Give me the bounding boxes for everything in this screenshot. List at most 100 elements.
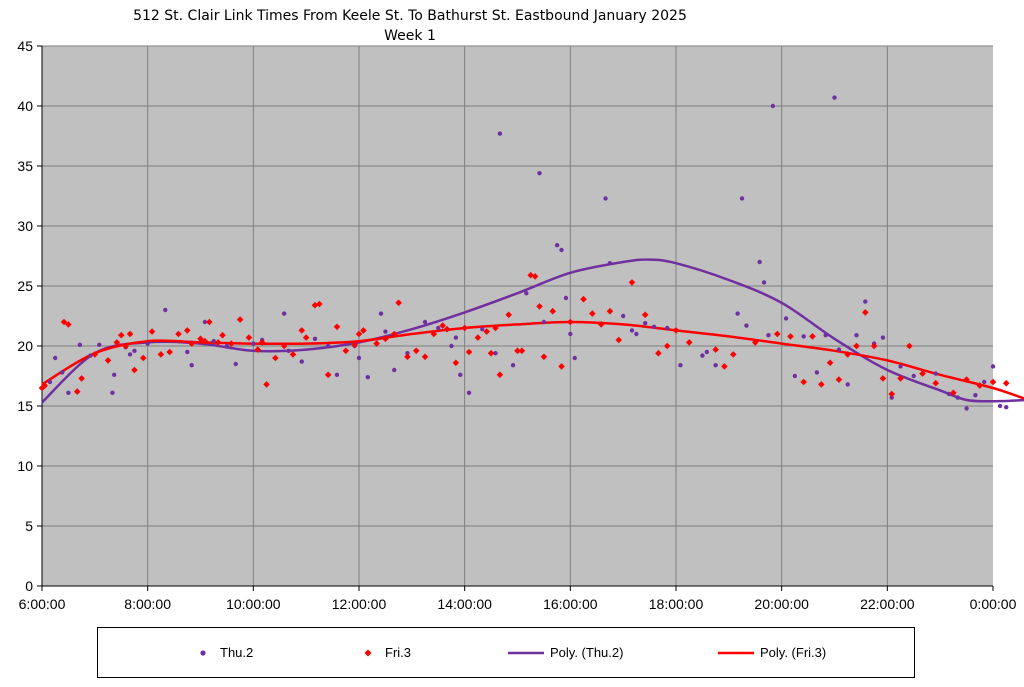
data-point-fri [228, 340, 235, 347]
data-point-fri [254, 346, 262, 353]
x-tick-label: 8:00:00 [124, 596, 171, 612]
data-point-thu [845, 382, 850, 387]
data-point-fri [298, 327, 306, 334]
legend-line-purple-icon [508, 651, 544, 654]
data-point-fri [258, 339, 266, 346]
data-point-thu [47, 379, 53, 385]
data-point-thu [112, 372, 117, 377]
data-point-thu [185, 349, 190, 355]
data-point-thu [537, 171, 542, 176]
chart-legend: Thu.2 Fri.3 Poly. (Thu.2) Poly. (Fri.3) [97, 627, 915, 678]
data-point-thu [572, 355, 577, 361]
data-point-fri [826, 359, 834, 367]
data-point-thu [997, 403, 1003, 409]
data-point-fri [373, 340, 380, 347]
data-point-fri [201, 337, 209, 345]
data-point-thu [757, 259, 762, 265]
data-point-fri [302, 334, 310, 341]
y-tick-label: 0 [25, 578, 33, 594]
data-point-thu [458, 372, 463, 377]
data-point-thu [480, 327, 485, 332]
data-point-thu [436, 325, 441, 331]
data-point-thu [202, 319, 208, 325]
x-tick-label: 20:00:00 [754, 596, 809, 612]
data-point-thu [325, 343, 331, 349]
data-point-thu [761, 280, 767, 285]
data-point-fri [60, 318, 68, 326]
data-point-fri [989, 378, 997, 386]
data-point-fri [311, 301, 319, 309]
data-point-fri [879, 375, 887, 382]
data-point-thu [163, 307, 168, 313]
data-point-thu [524, 291, 529, 296]
data-point-thu [814, 370, 820, 375]
data-point-fri [862, 309, 869, 316]
data-point-fri [395, 299, 402, 307]
data-point-thu [911, 373, 916, 379]
data-point-thu [898, 364, 903, 369]
x-tick-label: 22:00:00 [860, 596, 915, 612]
data-point-fri [219, 331, 226, 339]
data-point-fri [139, 354, 147, 362]
data-point-thu [766, 333, 771, 338]
data-point-thu [664, 325, 670, 331]
data-point-thu [801, 334, 806, 339]
data-point-fri [492, 324, 499, 332]
data-point-fri [333, 323, 341, 331]
data-point-thu [53, 355, 58, 361]
data-point-thu [211, 339, 216, 344]
data-point-thu [880, 335, 886, 340]
data-point-thu [449, 343, 454, 349]
data-point-thu [863, 299, 868, 304]
data-point-thu [66, 390, 71, 395]
data-point-fri [712, 346, 719, 353]
data-point-fri [280, 342, 288, 350]
data-point-fri [976, 382, 984, 389]
data-point-fri [175, 330, 182, 338]
legend-label-fri: Fri.3 [385, 645, 411, 660]
data-point-thu [466, 390, 472, 395]
data-point-thu [990, 364, 996, 369]
data-point-fri [844, 351, 852, 358]
data-point-thu [832, 95, 837, 100]
data-point-thu [497, 131, 503, 136]
legend-line-red-icon [718, 651, 754, 654]
data-point-thu [739, 196, 745, 201]
x-tick-label: 16:00:00 [543, 596, 598, 612]
data-point-thu [964, 406, 969, 411]
legend-marker-circle-icon [200, 649, 206, 656]
trendline-thu [41, 258, 1024, 404]
data-point-fri [236, 316, 244, 323]
data-point-thu [378, 311, 384, 316]
data-point-thu [735, 311, 740, 316]
y-tick-label: 45 [17, 38, 33, 54]
data-point-fri [685, 339, 693, 346]
y-tick-label: 20 [17, 338, 33, 354]
data-point-thu [823, 333, 828, 338]
data-point-fri [404, 353, 411, 361]
chart-title: 512 St. Clair Link Times From Keele St. … [133, 8, 687, 24]
data-point-fri [148, 328, 156, 335]
data-point-fri [382, 335, 389, 343]
data-point-thu [299, 359, 304, 364]
data-point-thu [97, 342, 102, 347]
data-point-thu [563, 295, 569, 301]
data-point-fri [641, 311, 649, 319]
data-point-fri [117, 331, 125, 339]
data-point-fri [289, 351, 297, 358]
data-point-fri [78, 375, 85, 382]
data-point-fri [919, 370, 926, 377]
data-point-fri [474, 334, 482, 341]
data-point-thu [946, 391, 952, 397]
data-point-fri [263, 381, 270, 388]
data-point-thu [651, 324, 657, 329]
data-point-fri [214, 339, 222, 346]
x-tick-label: 18:00:00 [649, 596, 704, 612]
data-point-thu [713, 363, 718, 368]
data-point-fri [558, 363, 565, 370]
data-point-fri [729, 351, 737, 358]
data-point-fri [157, 351, 165, 358]
data-point-fri [906, 342, 913, 350]
data-point-fri [518, 347, 526, 355]
data-point-thu [77, 342, 83, 347]
